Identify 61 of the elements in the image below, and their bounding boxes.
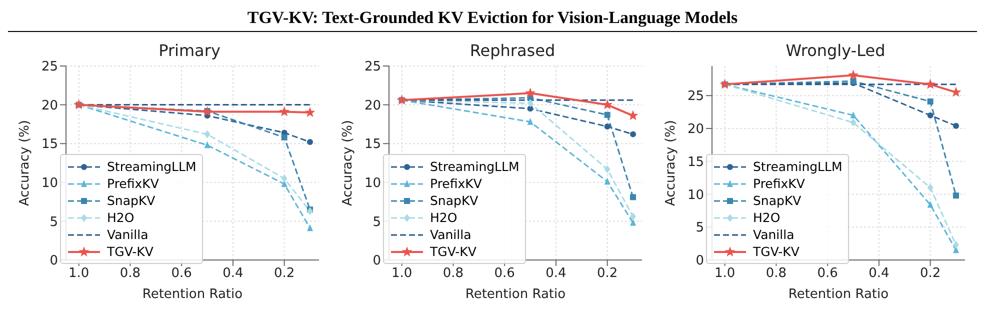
legend-label: SnapKV	[430, 192, 478, 209]
legend-label: PrefixKV	[753, 175, 805, 192]
x-tick-label: 0.6	[494, 266, 515, 282]
y-tick-label: 15	[364, 137, 381, 152]
y-tick-label: 10	[41, 176, 58, 192]
y-axis-title: Accuracy (%)	[340, 120, 356, 206]
legend-label: StreamingLLM	[753, 158, 842, 175]
x-tick-label: 0.2	[274, 266, 295, 282]
y-tick-label: 20	[41, 98, 58, 114]
legend-label: TGV-KV	[430, 243, 476, 260]
x-tick-label: 0.8	[120, 266, 141, 282]
y-tick-label: 5	[372, 214, 381, 230]
legend-label: H2O	[107, 209, 134, 226]
x-axis-title: Retention Ratio	[142, 287, 243, 302]
y-tick-label: 0	[696, 254, 704, 269]
x-tick-label: 1.0	[392, 266, 412, 282]
y-tick-label: 15	[41, 137, 58, 152]
legend-label: TGV-KV	[753, 243, 800, 260]
x-tick-label: 0.8	[766, 266, 787, 282]
x-tick-label: 1.0	[68, 266, 90, 282]
x-axis-title: Retention Ratio	[465, 287, 566, 302]
y-tick-label: 25	[687, 89, 704, 104]
legend-label: H2O	[430, 209, 458, 226]
legend-label: StreamingLLM	[107, 158, 196, 175]
x-tick-label: 0.6	[817, 266, 838, 282]
y-tick-label: 10	[687, 188, 704, 203]
x-tick-label: 0.2	[596, 266, 618, 282]
y-axis-title: Accuracy (%)	[664, 120, 679, 206]
legend-label: SnapKV	[107, 192, 156, 209]
y-tick-label: 25	[41, 60, 58, 75]
chart-title: Rephrased	[470, 41, 556, 60]
x-tick-label: 0.4	[546, 266, 566, 282]
x-axis-title: Retention Ratio	[788, 287, 889, 302]
legend-label: Vanilla	[753, 226, 794, 243]
legend-label: StreamingLLM	[430, 158, 520, 175]
x-tick-label: 0.6	[171, 266, 192, 282]
y-tick-label: 0	[372, 254, 381, 269]
legend-label: H2O	[753, 209, 780, 226]
y-tick-label: 20	[687, 122, 704, 138]
legend-label: PrefixKV	[107, 175, 159, 192]
chart-title: Primary	[158, 41, 220, 60]
legend-label: Vanilla	[430, 226, 472, 243]
y-tick-label: 0	[50, 254, 58, 269]
y-tick-label: 5	[50, 214, 58, 230]
chart-title: Wrongly-Led	[786, 41, 886, 60]
y-tick-label: 5	[696, 220, 704, 236]
text: TGV-KV: Text-Grounded KV Eviction for Vision-Language Models	[8, 8, 977, 32]
x-tick-label: 0.2	[920, 266, 941, 282]
y-tick-label: 20	[364, 98, 381, 114]
x-tick-label: 0.4	[222, 266, 244, 282]
y-tick-label: 10	[364, 176, 381, 192]
legend-label: TGV-KV	[107, 243, 154, 260]
legend-label: SnapKV	[753, 192, 802, 209]
x-tick-label: 0.8	[442, 266, 464, 282]
legend-label: PrefixKV	[430, 175, 482, 192]
y-tick-label: 25	[364, 60, 381, 75]
legend-label: Vanilla	[107, 226, 148, 243]
x-tick-label: 0.4	[868, 266, 890, 282]
y-tick-label: 15	[687, 154, 704, 170]
x-tick-label: 1.0	[714, 266, 736, 282]
y-axis-title: Accuracy (%)	[18, 120, 33, 206]
